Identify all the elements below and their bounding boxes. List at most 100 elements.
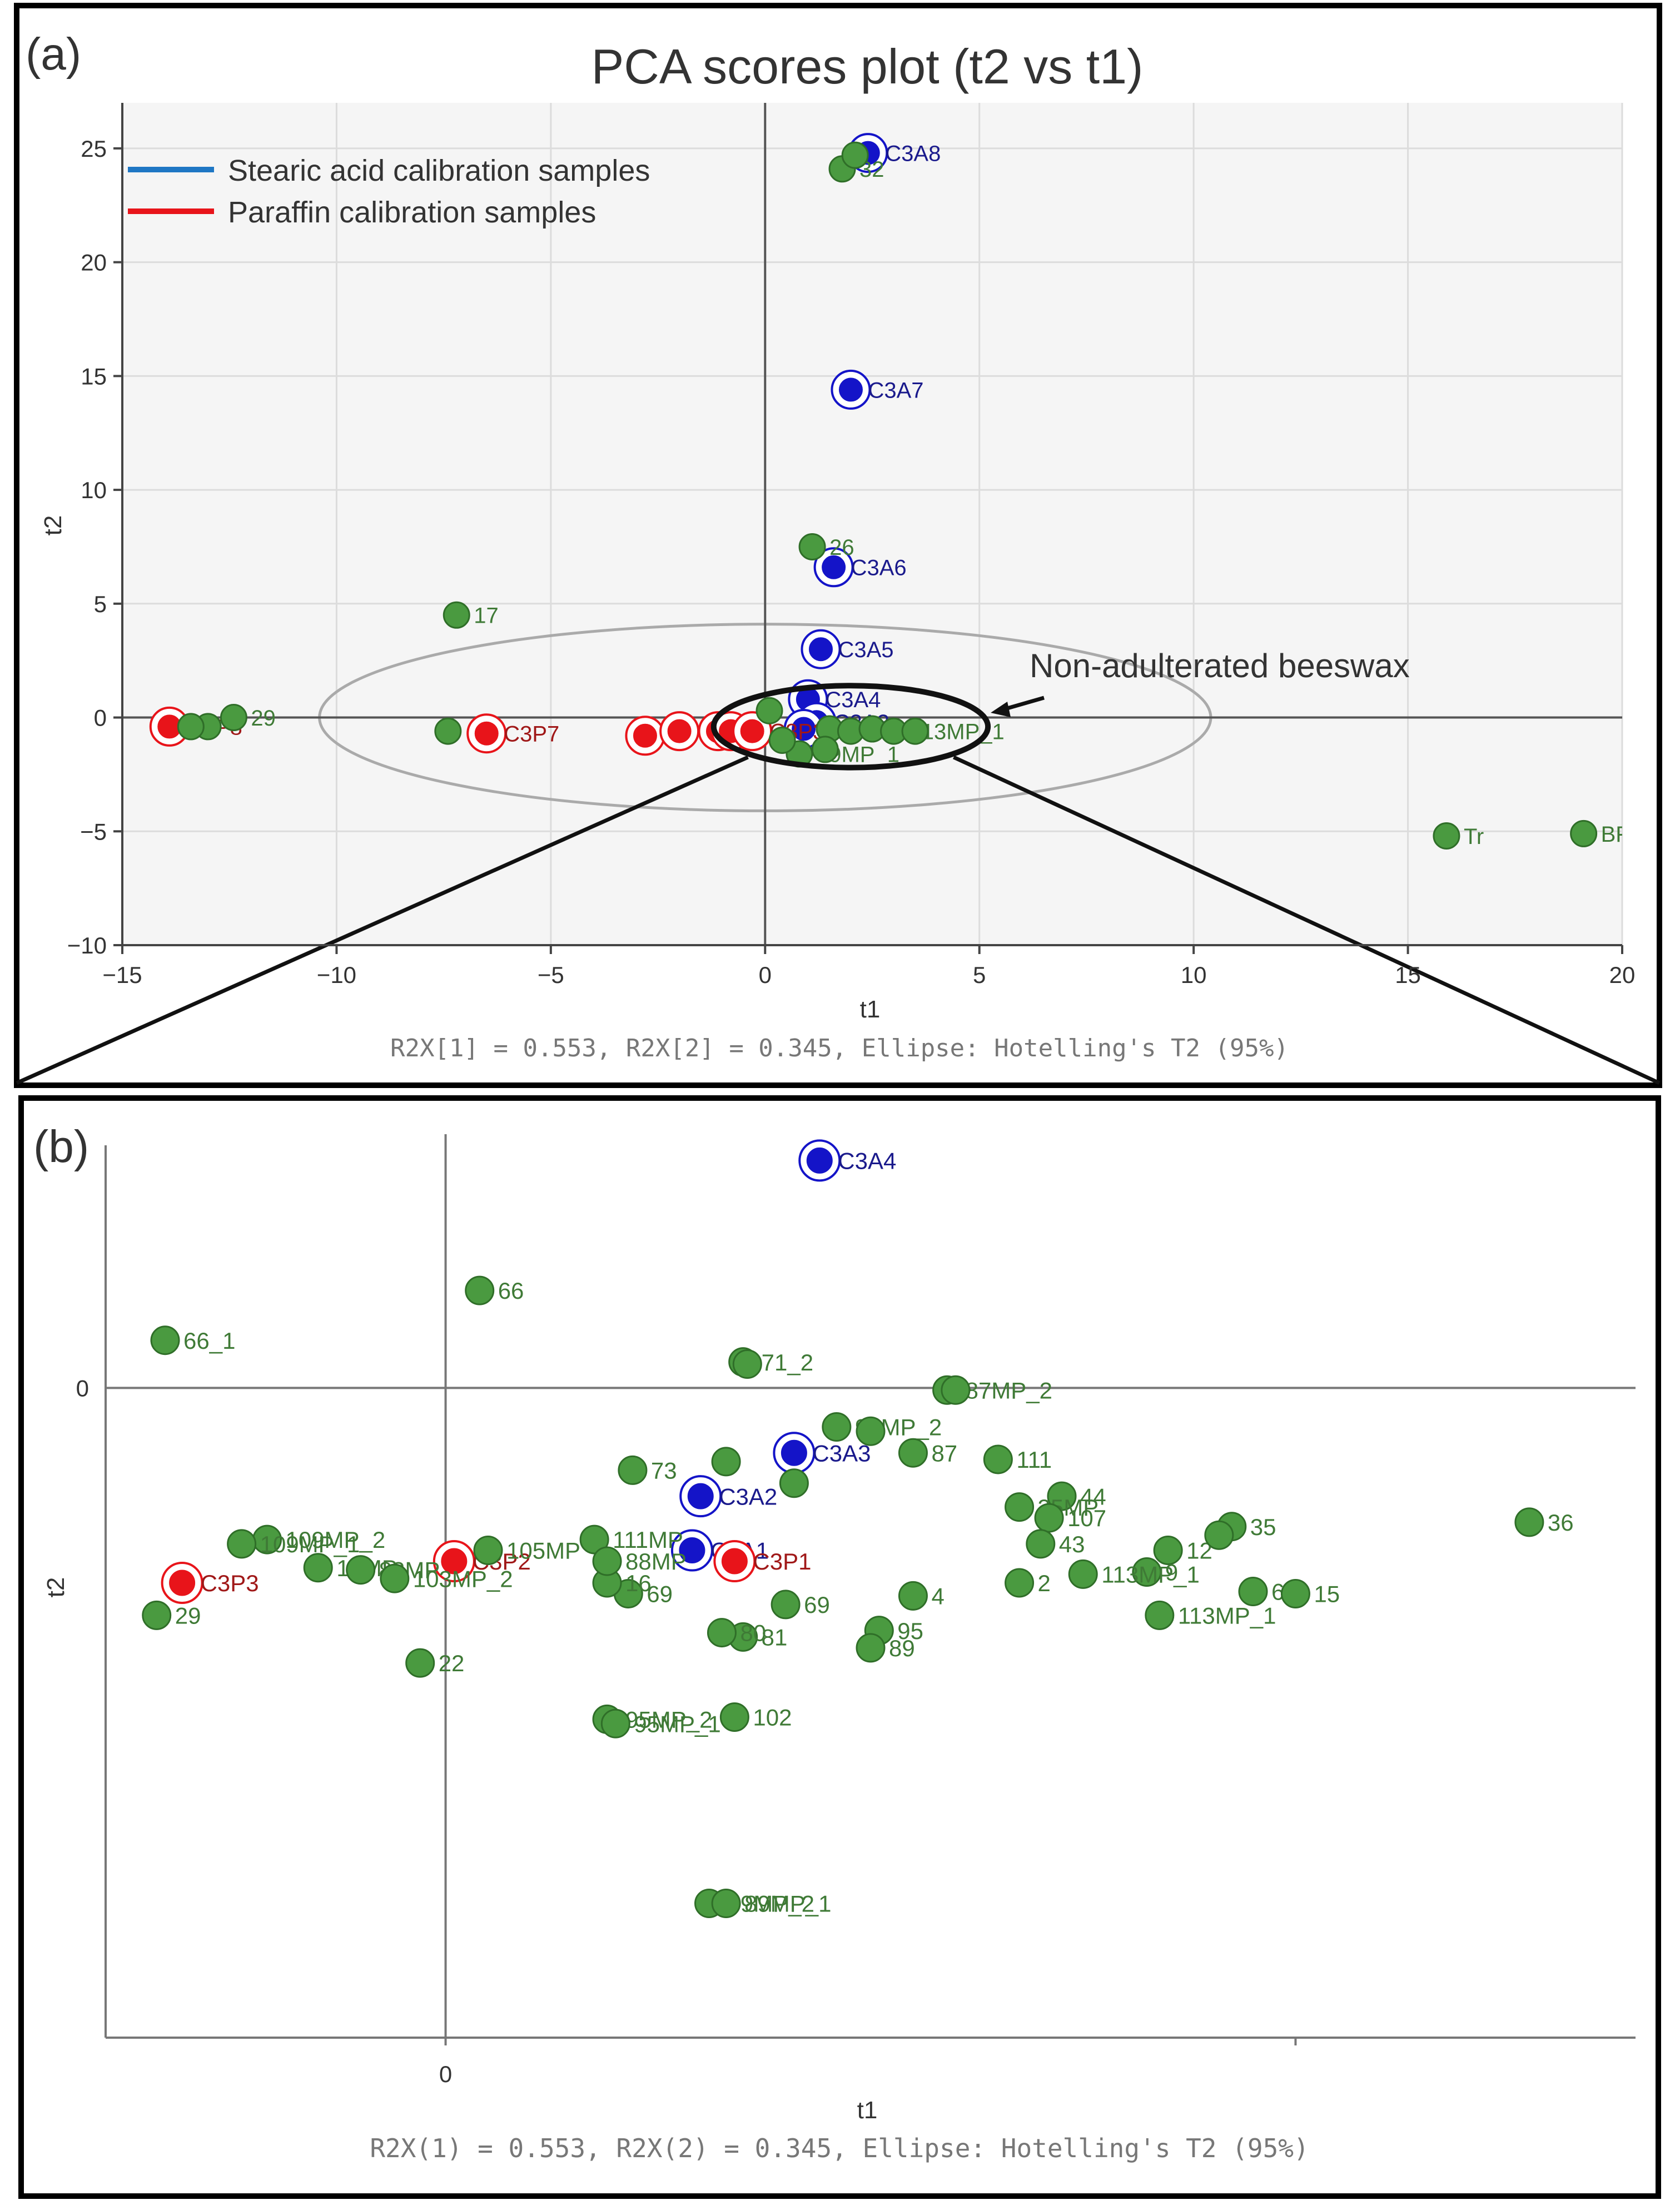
point-marker [221, 705, 246, 731]
paraffin-point [660, 712, 698, 750]
sample-point [812, 737, 838, 762]
point-marker [1006, 1569, 1033, 1597]
point-marker [806, 1146, 833, 1174]
point-label: 103MP_2 [413, 1566, 513, 1592]
point-marker [838, 377, 863, 403]
point-label: Tr [1464, 825, 1484, 849]
point-label: 113MP_1 [1178, 1603, 1276, 1629]
sample-point: 4 [899, 1582, 944, 1610]
sample-point: 66_1 [151, 1327, 235, 1354]
point-marker [602, 1710, 629, 1737]
y-tick-label: 0 [94, 705, 107, 731]
point-label: 66 [498, 1278, 524, 1304]
point-marker [228, 1530, 256, 1558]
point-label: 102 [753, 1705, 792, 1731]
point-label: 26 [829, 535, 854, 560]
sample-point [757, 698, 782, 723]
point-label: C3A5 [838, 638, 893, 662]
y-tick-label: 25 [81, 136, 107, 162]
point-label: 89MP_1 [744, 1891, 831, 1917]
point-marker [347, 1556, 375, 1584]
sample-point: 95MP_1 [602, 1710, 720, 1737]
point-marker [902, 718, 928, 744]
point-label: 89 [889, 1635, 915, 1661]
point-label: 17 [474, 604, 499, 628]
point-label: 69 [804, 1592, 830, 1618]
point-label: 4 [931, 1583, 944, 1609]
point-marker [444, 602, 469, 628]
y-tick-label: 15 [81, 363, 107, 389]
point-marker [808, 637, 833, 662]
panel-b-axes [106, 1134, 1636, 2045]
point-label: 29 [175, 1603, 201, 1629]
point-label: 87 [931, 1440, 957, 1466]
point-label: 87MP_2 [966, 1377, 1052, 1403]
point-marker [143, 1601, 171, 1629]
point-marker [1006, 1493, 1033, 1521]
y-tick-label: 20 [81, 250, 107, 276]
point-marker [812, 737, 838, 762]
panel-a-label: (a) [26, 29, 81, 80]
panel-a-xlabel: t1 [860, 996, 881, 1023]
point-label: C3A6 [851, 556, 907, 580]
point-label: C3A8 [885, 141, 941, 166]
sample-point: 2 [1006, 1569, 1051, 1597]
point-marker [151, 1327, 179, 1354]
point-label: 111 [1016, 1447, 1052, 1473]
sample-point: 29 [143, 1601, 201, 1629]
point-marker [842, 142, 868, 168]
x-tick-label: 15 [1395, 962, 1421, 988]
sample-point [178, 714, 203, 739]
point-label: 105MP [506, 1538, 580, 1564]
point-marker [304, 1554, 332, 1582]
sample-point: 36 [1515, 1508, 1574, 1536]
panel-a-ylabel: t2 [39, 515, 67, 536]
sample-point: 12 [1154, 1537, 1212, 1565]
paraffin-point: C3P3 [162, 1563, 259, 1603]
point-marker [984, 1446, 1012, 1473]
x-tick-label: −10 [317, 962, 356, 988]
point-marker [799, 534, 825, 559]
point-marker [168, 1569, 196, 1597]
sample-point [780, 1469, 808, 1497]
point-label: 29 [251, 706, 276, 731]
sample-point: 113MP_1 [1069, 1560, 1200, 1588]
point-marker [1515, 1508, 1543, 1536]
x-tick-label: −5 [538, 962, 564, 988]
point-marker [1035, 1504, 1063, 1532]
annotation-text: Non-adulterated beeswax [1030, 647, 1410, 684]
point-label: C3P7 [504, 722, 559, 747]
sample-point: 111 [984, 1446, 1052, 1473]
point-marker [406, 1649, 434, 1677]
x-tick-label: 5 [973, 962, 986, 988]
point-marker [942, 1376, 970, 1404]
sample-point [435, 718, 461, 744]
point-label: 107 [1067, 1505, 1106, 1531]
point-marker [1069, 1560, 1097, 1588]
point-label: 88MP [625, 1548, 687, 1575]
panel-b-frame [21, 1098, 1658, 2196]
sample-point: 105MP [474, 1537, 580, 1565]
sample-point: 66 [466, 1277, 524, 1304]
panel-a-footer: R2X[1] = 0.553, R2X[2] = 0.345, Ellipse:… [390, 1034, 1289, 1062]
y-tick-label: −5 [80, 818, 107, 845]
sample-point: 22 [406, 1649, 465, 1677]
x-tick-label: 10 [1181, 962, 1207, 988]
point-marker [178, 714, 203, 739]
point-marker [687, 1482, 714, 1510]
stearic-point: C3A4 [799, 1140, 896, 1180]
point-marker [769, 727, 795, 753]
point-marker [772, 1591, 799, 1618]
sample-point [733, 1350, 761, 1378]
point-label: C3A4 [838, 1148, 896, 1174]
panel-b-xlabel: t1 [857, 2097, 878, 2124]
point-label: C3A4 [825, 688, 881, 712]
point-label: 80 [740, 1620, 766, 1646]
point-label: 2 [1038, 1570, 1051, 1596]
point-label: 113MP_1 [1101, 1562, 1200, 1588]
stearic-point: C3A2 [680, 1476, 777, 1516]
x-tick-label: 0 [759, 962, 772, 988]
panel-a-title: PCA scores plot (t2 vs t1) [592, 39, 1144, 94]
point-label: 43 [1059, 1531, 1085, 1557]
point-label: C3A2 [719, 1483, 777, 1509]
